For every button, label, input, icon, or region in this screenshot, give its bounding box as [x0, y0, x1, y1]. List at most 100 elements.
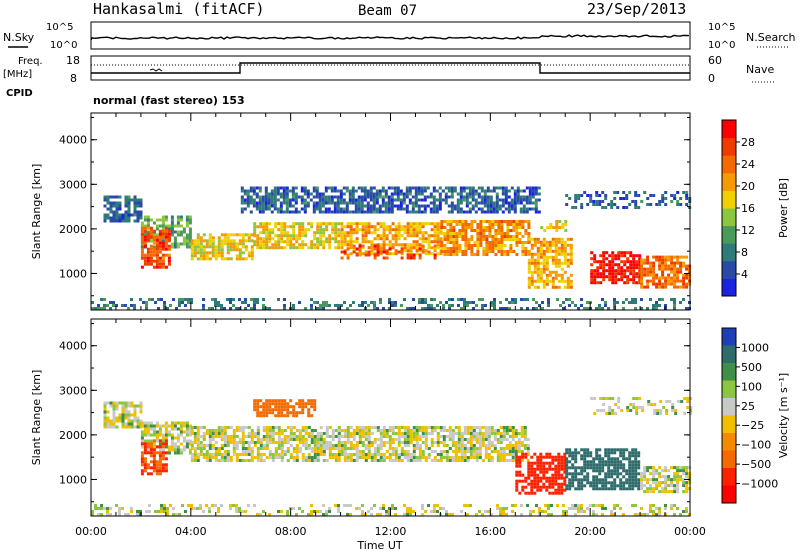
heatmap-cell [171, 216, 174, 219]
heatmap-cell [583, 448, 586, 451]
heatmap-cell [667, 277, 670, 280]
heatmap-cell [655, 484, 658, 487]
heatmap-cell [488, 444, 491, 447]
power-ylabel: Slant Range [km] [30, 164, 43, 260]
heatmap-cell [224, 438, 227, 441]
heatmap-cell [349, 199, 352, 202]
heatmap-cell [368, 438, 371, 441]
heatmap-cell [555, 220, 558, 223]
heatmap-cell [236, 453, 239, 456]
heatmap-cell [649, 298, 652, 301]
heatmap-cell [171, 246, 174, 249]
heatmap-cell [159, 257, 162, 260]
heatmap-cell [113, 402, 116, 405]
heatmap-cell [280, 208, 283, 211]
heatmap-cell [561, 250, 564, 253]
heatmap-cell [165, 266, 168, 269]
heatmap-cell [652, 274, 655, 277]
heatmap-cell [295, 246, 298, 249]
heatmap-cell [552, 286, 555, 289]
heatmap-cell [104, 408, 107, 411]
heatmap-cell [629, 263, 632, 266]
heatmap-cell [325, 237, 328, 240]
heatmap-cell [628, 487, 631, 490]
heatmap-cell [266, 444, 269, 447]
heatmap-cell [165, 248, 168, 251]
heatmap-cell [183, 422, 186, 425]
heatmap-cell [476, 253, 479, 256]
heatmap-cell [617, 257, 620, 260]
heatmap-cell [482, 229, 485, 232]
heatmap-cell [529, 208, 532, 211]
heatmap-cell [212, 456, 215, 459]
heatmap-cell [215, 251, 218, 254]
heatmap-cell [153, 463, 156, 466]
heatmap-cell [514, 193, 517, 196]
heatmap-cell [334, 205, 337, 208]
heatmap-cell [305, 459, 308, 462]
heatmap-cell [476, 235, 479, 238]
heatmap-cell [353, 453, 356, 456]
heatmap-cell [150, 460, 153, 463]
heatmap-cell [523, 211, 526, 214]
heatmap-cell [356, 450, 359, 453]
heatmap-cell [180, 234, 183, 237]
heatmap-cell [658, 475, 661, 478]
heatmap-cell [208, 507, 211, 510]
heatmap-cell [341, 243, 344, 246]
heatmap-cell [505, 193, 508, 196]
heatmap-cell [538, 507, 541, 510]
heatmap-cell [599, 409, 602, 412]
heatmap-cell [162, 263, 165, 266]
heatmap-cell [392, 441, 395, 444]
heatmap-cell [473, 432, 476, 435]
heatmap-cell [212, 251, 215, 254]
heatmap-cell [386, 251, 389, 254]
heatmap-cell [599, 266, 602, 269]
heatmap-cell [128, 205, 131, 208]
heatmap-cell [670, 490, 673, 493]
heatmap-cell [427, 304, 430, 307]
heatmap-cell [395, 453, 398, 456]
heatmap-cell [589, 200, 592, 203]
heatmap-cell [165, 227, 168, 230]
heatmap-cell [449, 223, 452, 226]
heatmap-cell [385, 208, 388, 211]
heatmap-cell [473, 253, 476, 256]
heatmap-cell [467, 247, 470, 250]
heatmap-cell [290, 429, 293, 432]
heatmap-cell [454, 208, 457, 211]
heatmap-cell [485, 438, 488, 441]
heatmap-cell [430, 211, 433, 214]
heatmap-cell [141, 425, 144, 428]
heatmap-cell [314, 435, 317, 438]
heatmap-cell [263, 447, 266, 450]
heatmap-cell [404, 444, 407, 447]
heatmap-cell [337, 240, 340, 243]
heatmap-cell [508, 202, 511, 205]
heatmap-cell [595, 478, 598, 481]
heatmap-cell [607, 475, 610, 478]
heatmap-cell [250, 202, 253, 205]
heatmap-cell [422, 222, 425, 225]
heatmap-cell [419, 222, 422, 225]
heatmap-cell [470, 250, 473, 253]
heatmap-cell [422, 432, 425, 435]
heatmap-cell [407, 429, 410, 432]
heatmap-cell [259, 225, 262, 228]
heatmap-cell [440, 459, 443, 462]
heatmap-cell [154, 301, 157, 304]
heatmap-cell [607, 466, 610, 469]
heatmap-cell [431, 429, 434, 432]
heatmap-cell [511, 202, 514, 205]
heatmap-cell [490, 208, 493, 211]
heatmap-cell [503, 435, 506, 438]
heatmap-cell [386, 243, 389, 246]
heatmap-cell [443, 450, 446, 453]
heatmap-cell [476, 244, 479, 247]
heatmap-cell [215, 450, 218, 453]
heatmap-cell [406, 205, 409, 208]
heatmap-cell [293, 432, 296, 435]
heatmap-cell [144, 227, 147, 230]
heatmap-cell [331, 211, 334, 214]
